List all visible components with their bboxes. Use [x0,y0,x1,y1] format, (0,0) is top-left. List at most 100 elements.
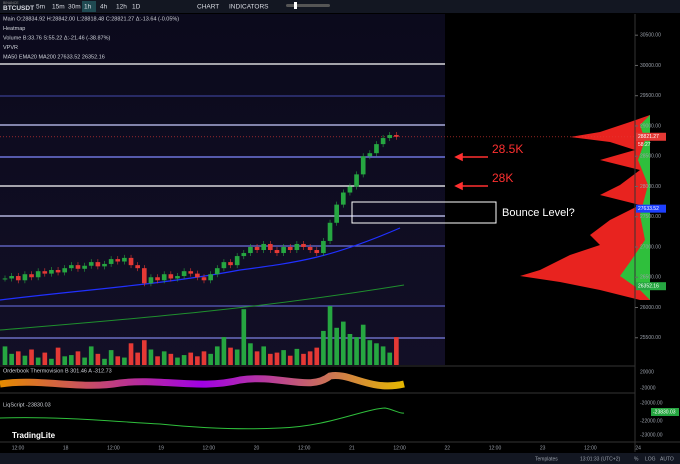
interval[interactable]: 12h [116,4,127,11]
legend-line: Volume B:33.76 S:55.22 Δ:-21.46 (-38.87%… [3,35,110,41]
candle [214,268,220,275]
slider[interactable] [286,4,330,7]
legend-line: Heatmap [3,26,25,32]
volume-bar [248,343,253,365]
slider-handle[interactable] [294,2,297,9]
interval[interactable]: 4h [100,4,108,11]
price-marker-label: 28821.27 [638,134,659,140]
candle [181,271,187,277]
candle [201,277,207,281]
liq-marker-label: -23830.03 [653,409,676,415]
exchange: BINANCE [3,1,19,5]
price-tick-label: 26500.00 [640,275,661,281]
legend-line: MA50 EMA20 MA200 27633.52 26352.16 [3,54,105,60]
candle [387,135,393,139]
volume-bar [75,351,81,365]
volume-bar [35,357,41,365]
time-tick-label: 20 [254,445,260,451]
ema20 [0,227,401,301]
footer-item: 13:01:33 (UTC+2) [580,456,620,462]
volume-bar [347,334,353,365]
price-tick-label: 27500.00 [640,214,661,220]
candle [35,271,41,278]
candle [380,138,386,145]
candle [135,265,140,269]
volume-bar [374,343,379,365]
volume-bar [135,352,140,365]
volume-bar [168,353,174,365]
candle [340,192,346,205]
volume-bar [387,352,393,365]
candle [168,274,174,279]
candle [241,253,247,257]
price-tick-label: 29500.00 [640,93,661,99]
footer-item[interactable]: % [634,456,639,462]
price-marker-label: 26352.16 [638,284,659,290]
candle [287,246,293,251]
time-tick-label: 22 [445,445,451,451]
footer-item[interactable]: AUTO [660,456,674,462]
toolbar-button[interactable]: CHART [197,4,219,11]
volume-bar [122,357,127,365]
time-tick-label: 24 [635,445,641,451]
countdown: 58:27 [638,142,651,148]
volume-bar [55,347,61,365]
price-marker-label: 27633.52 [638,206,659,212]
time-tick-label: 12:00 [203,445,216,451]
price-tick-label: 30500.00 [640,33,661,39]
price-tick-label: 27000.00 [640,244,661,250]
candle [321,240,326,254]
candle [354,174,359,187]
interval[interactable]: 15m [52,4,65,11]
interval-active[interactable] [82,1,96,12]
volume-bar [2,346,8,365]
volume-bar [254,351,260,365]
volume-bar [148,349,154,365]
candle [115,259,121,262]
liq-marker [651,408,679,416]
candle [9,276,14,279]
price-marker [636,282,666,291]
toolbar [0,0,680,13]
time-tick-label: 12:00 [107,445,120,451]
volume-bar [141,340,147,365]
footer-item[interactable]: Templates [535,456,558,462]
volume-bar [175,357,180,365]
volume-bar [82,357,87,365]
volume-bar [321,330,326,365]
time-tick-label: 21 [349,445,355,451]
candle [374,144,379,154]
interval[interactable]: 1D [132,4,141,11]
legend-line: VPVR [3,45,18,51]
volume-bar [394,337,399,365]
footer [0,453,680,464]
volume-bar [115,356,121,365]
candle [294,243,300,251]
price-tick-label: 30000.00 [640,63,661,69]
price-tick-label: 28500.00 [640,154,661,160]
candle [148,277,154,284]
time-tick-label: 19 [158,445,164,451]
footer-item[interactable]: LOG [645,456,656,462]
candle [327,222,333,241]
price-marker [636,132,666,141]
volume-bar [268,353,273,365]
interval[interactable]: 5m [36,4,45,11]
interval[interactable]: 30m [68,4,81,11]
candle [261,243,267,251]
candle [360,156,366,175]
volume-bar [102,358,107,365]
volume-bar [294,348,300,365]
volume-bar [62,356,68,365]
candle [155,277,160,281]
price-tick-label: 29000.00 [640,123,661,129]
toolbar-button[interactable]: INDICATORS [229,4,269,11]
candle [334,204,339,223]
volume-bar [327,306,333,365]
time-tick-label: 12:00 [393,445,406,451]
volume-bar [29,349,34,365]
volume-bar [201,351,207,365]
pane-tick: -22000.00 [640,418,663,424]
interval[interactable]: 1h [84,4,92,11]
volume-bar [95,353,101,365]
